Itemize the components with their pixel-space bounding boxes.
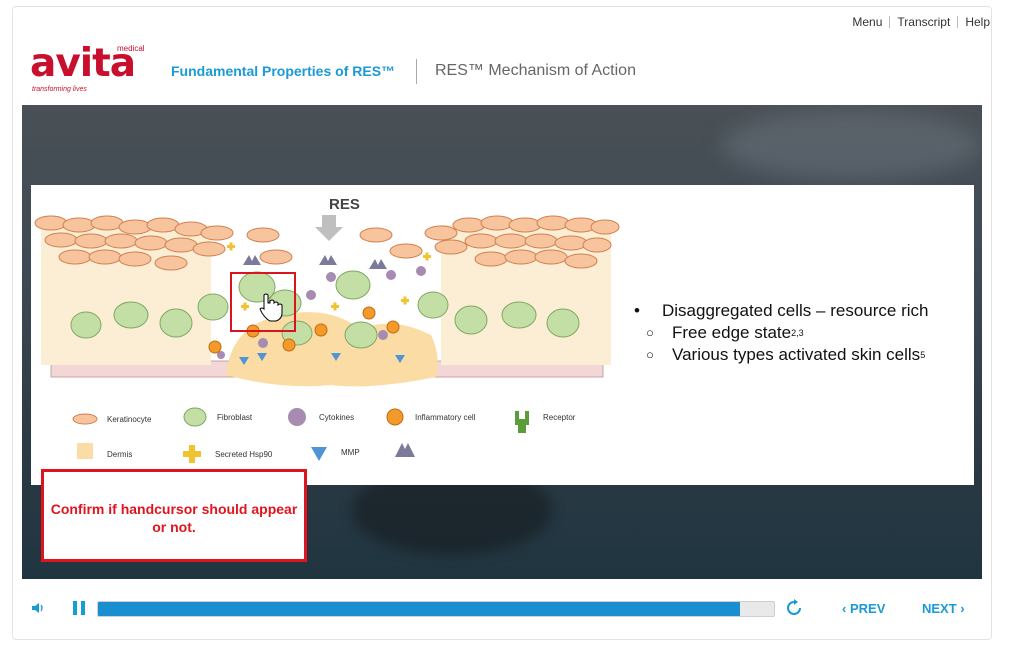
keratinocyte: [359, 227, 393, 243]
hand-cursor-icon: [259, 293, 283, 322]
res-arrow-label: RES: [329, 196, 360, 213]
bullet-sub-2: ○ Various types activated skin cells 5: [646, 345, 926, 364]
logo-tagline: transforming lives: [32, 86, 87, 93]
chevron-right-icon: ›: [960, 601, 965, 616]
volume-icon[interactable]: [30, 600, 46, 616]
mechanism-diagram: RES Keratinocyte Fibroblast Cytokines In…: [34, 196, 620, 463]
progress-fill: [98, 602, 741, 616]
avita-logo: avita medical transforming lives: [30, 41, 148, 96]
nav-divider: [957, 16, 959, 28]
legend-mmp: MMP: [341, 448, 360, 457]
top-nav: Menu Transcript Help: [852, 15, 990, 29]
legend-fibroblast: Fibroblast: [217, 413, 253, 422]
slide-content-panel: RES Keratinocyte Fibroblast Cytokines In…: [31, 185, 974, 485]
bullet-sub-1-refs: 2,3: [791, 328, 804, 338]
bullet-list: • Disaggregated cells – resource rich ○ Fr…: [634, 300, 928, 366]
legend-keratinocyte: Keratinocyte: [107, 415, 152, 424]
bullet-sub-1: ○ Free edge state 2,3: [646, 323, 804, 342]
inflammatory-cells: [208, 306, 400, 354]
bullet-sub-2-refs: 5: [920, 350, 926, 360]
keratinocyte-cluster-left: [34, 215, 234, 271]
cytokines: [217, 266, 426, 359]
legend-dermis: Dermis: [107, 450, 132, 459]
legend-fibroblast-swatch: [183, 407, 207, 427]
transcript-link[interactable]: Transcript: [897, 15, 951, 29]
next-button[interactable]: NEXT ›: [922, 601, 965, 616]
menu-link[interactable]: Menu: [852, 15, 883, 29]
keratinocyte: [389, 243, 423, 259]
mmp-markers: [239, 353, 405, 365]
replay-icon[interactable]: [785, 599, 803, 617]
player-controls: ‹ PREV NEXT ›: [22, 592, 982, 626]
course-title: Fundamental Properties of RES™: [171, 63, 396, 79]
prev-button[interactable]: ‹ PREV: [842, 601, 885, 616]
wound-bed: [226, 312, 438, 387]
bullet-main-text: Disaggregated cells – resource rich: [662, 301, 929, 320]
legend-keratinocyte-swatch: [72, 413, 98, 425]
title-divider: [416, 59, 417, 84]
keratinocyte: [259, 249, 293, 265]
prev-label: PREV: [849, 601, 886, 616]
help-link[interactable]: Help: [965, 15, 990, 29]
legend-cytokines: Cytokines: [319, 413, 354, 422]
legend-cytokine-swatch: [288, 408, 306, 426]
pause-icon[interactable]: [73, 601, 86, 615]
highlight-box: [230, 272, 296, 332]
slide-title: RES™ Mechanism of Action: [435, 62, 636, 79]
legend-hsp90: Secreted Hsp90: [215, 450, 273, 459]
logo-word: avita: [30, 41, 136, 86]
progress-bar[interactable]: [97, 601, 775, 617]
keratinocyte-cluster-right: [424, 215, 620, 269]
review-note: Confirm if handcursor should appear or n…: [41, 469, 307, 562]
next-label: NEXT: [922, 601, 957, 616]
legend-inflammatory: Inflammatory cell: [415, 413, 476, 422]
legend-receptor-swatch: [515, 411, 529, 433]
bullet-sub-1-text: Free edge state: [672, 323, 792, 342]
legend-dermis-swatch: [77, 443, 93, 459]
keratinocyte: [246, 227, 280, 243]
hsp90-markers: [227, 242, 431, 311]
bullet-sub-2-text: Various types activated skin cells: [672, 345, 921, 364]
legend-inflammatory-swatch: [386, 408, 404, 426]
nav-divider: [889, 16, 891, 28]
chevron-left-icon: ‹: [842, 601, 847, 616]
legend-receptor2-swatch: [395, 443, 415, 457]
legend-mmp-swatch: [311, 447, 327, 461]
res-arrow: [315, 215, 343, 241]
receptors: [243, 255, 387, 269]
logo-superscript: medical: [117, 44, 145, 53]
diagram-legend: Keratinocyte Fibroblast Cytokines Inflam…: [72, 407, 576, 463]
legend-hsp90-swatch: [183, 445, 201, 463]
legend-receptor: Receptor: [543, 413, 576, 422]
fibroblasts: [70, 270, 580, 349]
bullet-main: • Disaggregated cells – resource rich: [634, 301, 929, 320]
background-shape: [722, 110, 982, 180]
